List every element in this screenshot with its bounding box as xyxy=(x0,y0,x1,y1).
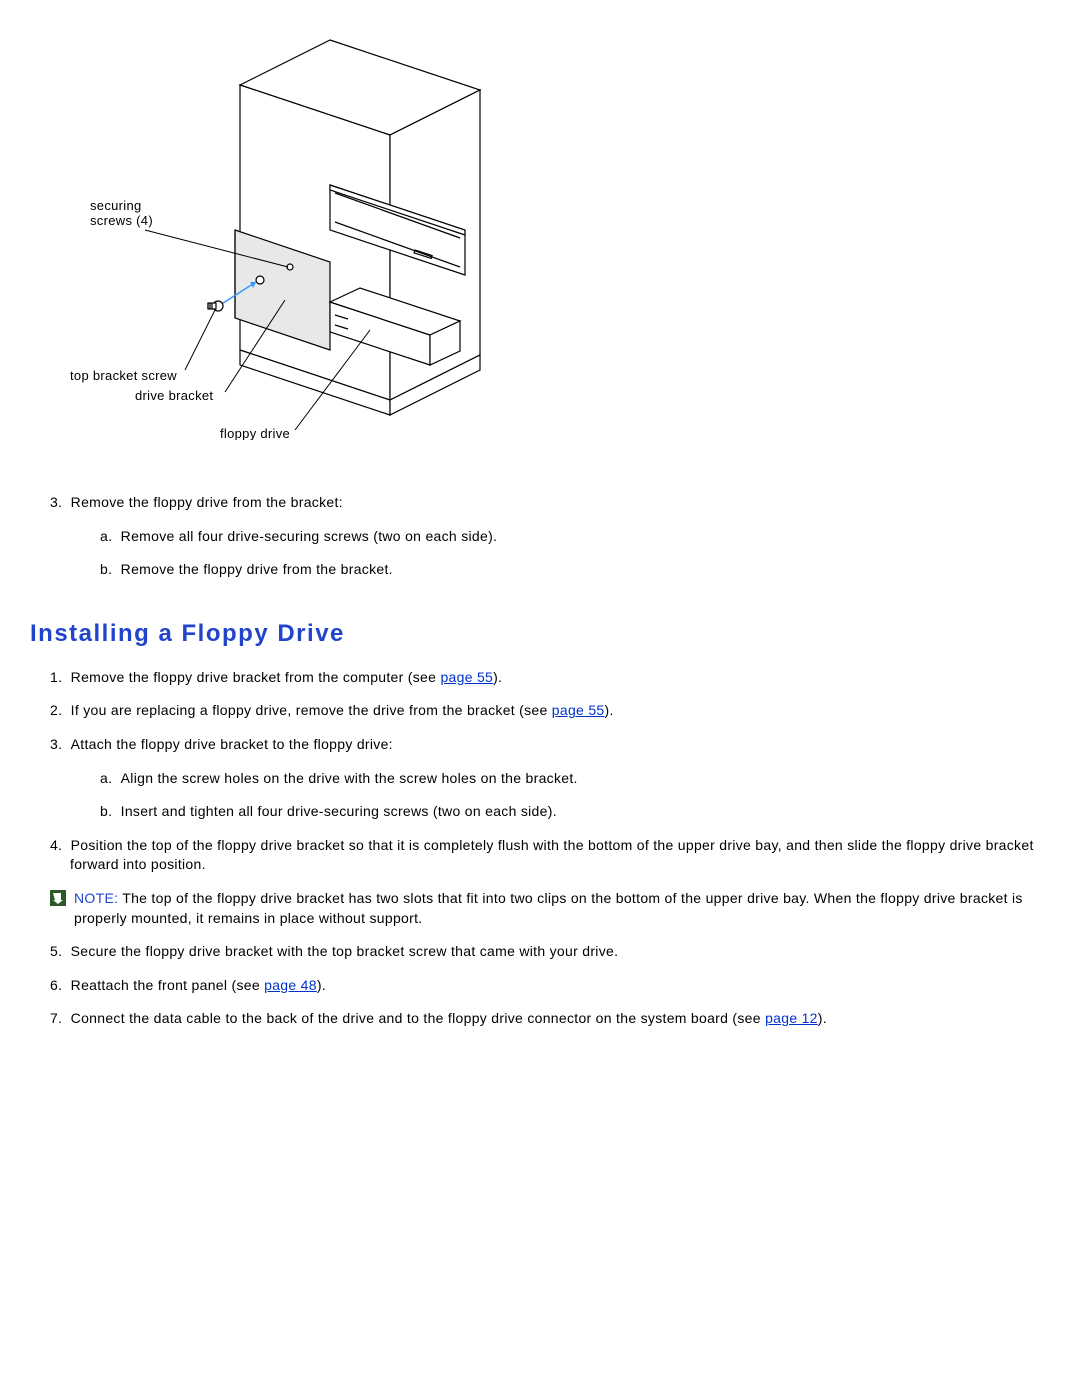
list-number: 5. xyxy=(50,943,71,959)
diagram-label-top-bracket-screw: top bracket screw xyxy=(70,368,177,383)
note-text: NOTE: The top of the floppy drive bracke… xyxy=(74,889,1050,928)
list-item: 6. Reattach the front panel (see page 48… xyxy=(70,976,1050,996)
page-link[interactable]: page 55 xyxy=(440,669,493,685)
list-number: 7. xyxy=(50,1010,71,1026)
note-icon xyxy=(50,890,66,906)
svg-text:securingscrews (4): securingscrews (4) xyxy=(90,198,153,228)
page-link[interactable]: page 12 xyxy=(765,1010,818,1026)
note-block: NOTE: The top of the floppy drive bracke… xyxy=(50,889,1050,928)
list-number: 3. xyxy=(50,494,71,510)
diagram-label-securing-line1: securing xyxy=(90,198,142,213)
diagram-label-floppy-drive: floppy drive xyxy=(220,426,290,440)
sub-list-number: b. xyxy=(100,561,121,577)
diagram-label-drive-bracket: drive bracket xyxy=(135,388,213,403)
list-number: 2. xyxy=(50,702,71,718)
sub-list-item: a. Align the screw holes on the drive wi… xyxy=(120,769,1050,789)
list-item: 3. Attach the floppy drive bracket to th… xyxy=(70,735,1050,822)
list-item: 1. Remove the floppy drive bracket from … xyxy=(70,668,1050,688)
install-steps-list-cont: 5. Secure the floppy drive bracket with … xyxy=(30,942,1050,1029)
sub-list-number: a. xyxy=(100,528,121,544)
sub-list-number: b. xyxy=(100,803,121,819)
list-number: 3. xyxy=(50,736,71,752)
page-link[interactable]: page 48 xyxy=(264,977,317,993)
list-number: 4. xyxy=(50,837,71,853)
diagram-svg: securingscrews (4) top bracket screw dri… xyxy=(60,30,490,440)
sub-list-item: b. Insert and tighten all four drive-sec… xyxy=(120,802,1050,822)
note-body: The top of the floppy drive bracket has … xyxy=(74,890,1023,926)
list-item: 5. Secure the floppy drive bracket with … xyxy=(70,942,1050,962)
diagram-label-securing-line2: screws (4) xyxy=(90,213,153,228)
list-number: 6. xyxy=(50,977,71,993)
sub-list: a. Align the screw holes on the drive wi… xyxy=(70,769,1050,822)
floppy-drive-diagram: securingscrews (4) top bracket screw dri… xyxy=(60,30,1050,443)
sub-list: a. Remove all four drive-securing screws… xyxy=(70,527,1050,580)
list-item: 7. Connect the data cable to the back of… xyxy=(70,1009,1050,1029)
page-link[interactable]: page 55 xyxy=(552,702,605,718)
remove-steps-list: 3. Remove the floppy drive from the brac… xyxy=(30,493,1050,580)
install-steps-list: 1. Remove the floppy drive bracket from … xyxy=(30,668,1050,875)
section-heading: Installing a Floppy Drive xyxy=(30,620,1050,648)
list-item: 3. Remove the floppy drive from the brac… xyxy=(70,493,1050,580)
sub-list-item: b. Remove the floppy drive from the brac… xyxy=(120,560,1050,580)
sub-list-item: a. Remove all four drive-securing screws… xyxy=(120,527,1050,547)
list-item: 2. If you are replacing a floppy drive, … xyxy=(70,701,1050,721)
list-number: 1. xyxy=(50,669,71,685)
note-label: NOTE: xyxy=(74,890,118,906)
list-item: 4. Position the top of the floppy drive … xyxy=(70,836,1050,875)
sub-list-number: a. xyxy=(100,770,121,786)
